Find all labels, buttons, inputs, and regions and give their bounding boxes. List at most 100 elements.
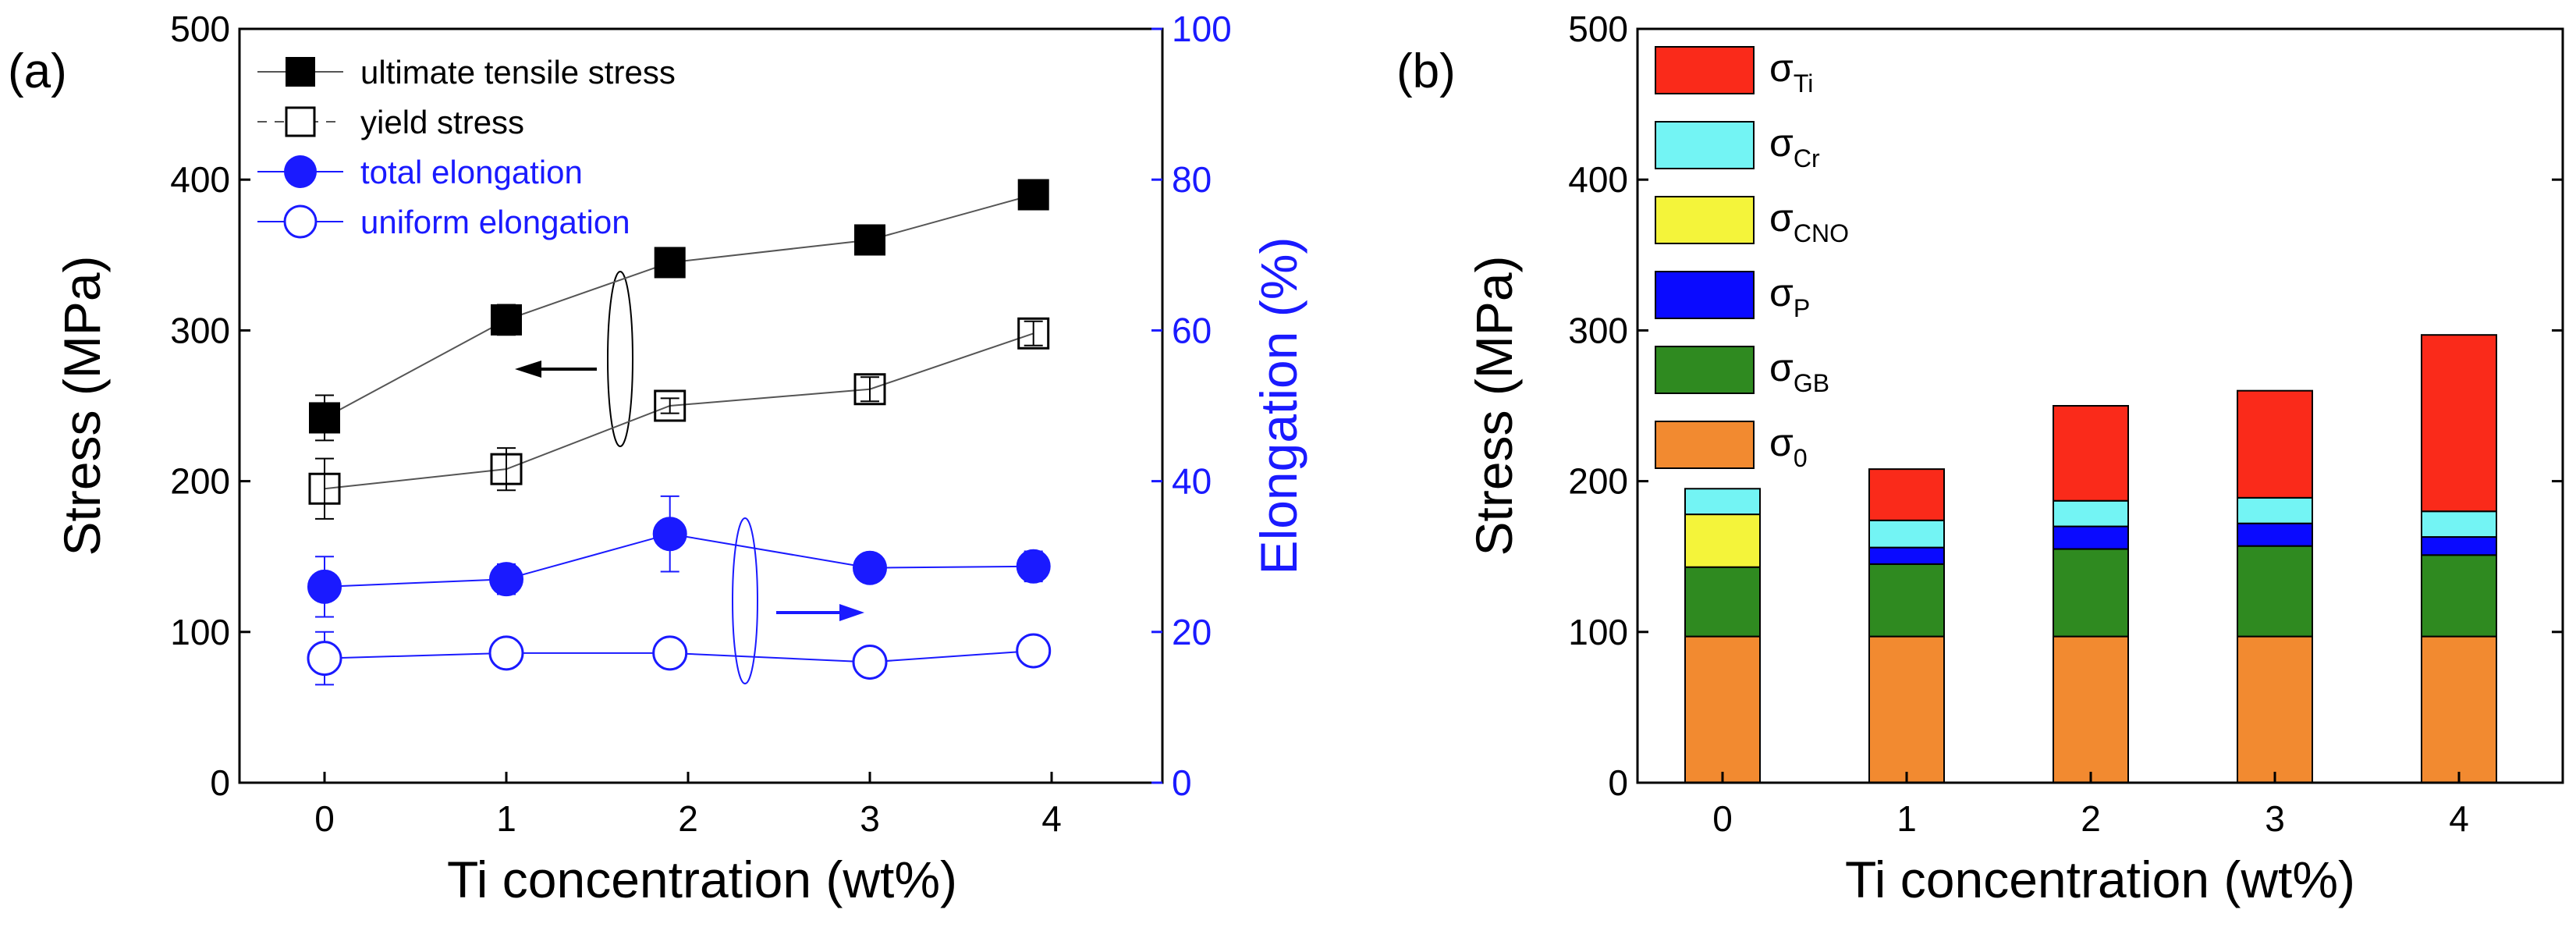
y-tick-label: 0 xyxy=(1608,762,1628,803)
bar-segment-gb xyxy=(2237,545,2313,638)
uniform-elongation-point xyxy=(488,635,524,671)
total-elongation-point xyxy=(489,562,523,597)
bar-segment-cr xyxy=(1684,488,1761,516)
bar-segment-gb xyxy=(2421,554,2497,638)
legend-label-gb: σGB xyxy=(1769,346,1829,397)
y-tick-label-left: 0 xyxy=(210,762,230,803)
legend-subscript: Cr xyxy=(1794,144,1820,172)
panel-a-legend: ultimate tensile stress yield stress total… xyxy=(257,54,676,240)
legend-subscript: P xyxy=(1794,294,1810,322)
panel-a-label: (a) xyxy=(8,44,67,98)
bar-segment-cr xyxy=(2237,496,2313,524)
y-tick-label: 100 xyxy=(1568,612,1628,652)
bar-segment-ti xyxy=(2237,389,2313,499)
bar-segment-0 xyxy=(1868,635,1945,784)
arrow-head-left xyxy=(515,361,541,378)
bar-segment-p xyxy=(2421,536,2497,556)
y-tick-label-right: 40 xyxy=(1172,461,1212,502)
ultimate-tensile-stress-point xyxy=(654,247,686,279)
yield-stress-point xyxy=(853,373,886,406)
x-tick-label: 0 xyxy=(1712,798,1733,839)
legend-marker-ultimate-tensile-stress xyxy=(286,57,315,87)
bar-segment-p xyxy=(2053,525,2129,550)
legend-subscript: CNO xyxy=(1794,219,1849,247)
ultimate-tensile-stress-point xyxy=(1017,179,1049,211)
panel-a-y-axis-title-right: Elongation (%) xyxy=(1250,237,1308,575)
legend-swatch-ti xyxy=(1655,46,1755,94)
legend-sigma-symbol: σ xyxy=(1769,46,1794,90)
legend-label-total-elongation: total elongation xyxy=(360,154,583,190)
y-tick-label-right: 60 xyxy=(1172,310,1212,350)
uniform-elongation-point xyxy=(1016,633,1052,669)
x-tick-label: 1 xyxy=(496,798,516,839)
stress-ellipse-annotation xyxy=(607,271,633,447)
bar-segment-0 xyxy=(2237,635,2313,784)
panel-b-bars xyxy=(1684,334,2497,784)
legend-subscript: GB xyxy=(1794,369,1829,397)
uniform-elongation-point xyxy=(652,635,688,671)
uniform-elongation-point xyxy=(307,641,342,677)
yield-stress-point xyxy=(1017,317,1050,350)
legend-label-cr: σCr xyxy=(1769,121,1820,172)
panel-b-plot-frame xyxy=(1636,27,2564,784)
ultimate-tensile-stress-point xyxy=(491,304,522,336)
panel-b: (b) 0 1 2 3 4 0 100 200 300 400 500 Ti concentrat… xyxy=(1396,9,2564,908)
bar-segment-cr xyxy=(2421,510,2497,538)
legend-label-ti: σTi xyxy=(1769,46,1813,98)
y-tick-label: 300 xyxy=(1568,310,1628,350)
arrow-head-right xyxy=(839,604,864,621)
panel-b-x-axis-title: Ti concentration (wt%) xyxy=(1845,851,2355,908)
x-tick-label: 3 xyxy=(2265,798,2285,839)
y-tick-label-left: 200 xyxy=(170,461,230,502)
legend-label-ultimate-tensile-stress: ultimate tensile stress xyxy=(360,54,676,91)
bar-segment-p xyxy=(2237,522,2313,547)
legend-subscript: 0 xyxy=(1794,444,1808,472)
bar-segment-ti xyxy=(1868,468,1945,521)
bar-segment-ti xyxy=(2421,334,2497,513)
total-elongation-point xyxy=(652,517,687,552)
panel-a-y-axis-title-left: Stress (MPa) xyxy=(53,255,111,556)
panel-a-plot-frame xyxy=(238,27,1164,784)
bar-segment-gb xyxy=(1684,566,1761,638)
x-tick-label: 0 xyxy=(314,798,335,839)
yield-stress-line xyxy=(324,332,1034,490)
bar-segment-ti xyxy=(2053,405,2129,502)
y-tick-label-left: 300 xyxy=(170,310,230,350)
panel-a-y-ticks-left: 0 100 200 300 400 500 xyxy=(170,9,250,803)
total-elongation-point xyxy=(853,550,887,585)
yield-stress-point xyxy=(654,389,687,422)
x-tick-label: 1 xyxy=(1897,798,1917,839)
legend-sigma-symbol: σ xyxy=(1769,121,1794,165)
y-tick-label-right: 80 xyxy=(1172,159,1212,200)
ultimate-tensile-stress-point xyxy=(854,224,885,256)
legend-subscript: Ti xyxy=(1794,69,1813,98)
legend-label-cno: σCNO xyxy=(1769,196,1849,247)
total-elongation-point xyxy=(307,569,342,604)
y-tick-label-left: 500 xyxy=(170,9,230,49)
panel-a-x-axis-title: Ti concentration (wt%) xyxy=(447,851,957,908)
bar-segment-gb xyxy=(1868,563,1945,638)
legend-swatch-cno xyxy=(1655,196,1755,244)
legend-sigma-symbol: σ xyxy=(1769,346,1794,389)
legend-swatch-p xyxy=(1655,271,1755,319)
bar-segment-0 xyxy=(2053,635,2129,784)
bar-segment-cno xyxy=(1684,513,1761,568)
legend-marker-total-elongation xyxy=(284,155,317,188)
y-tick-label-left: 400 xyxy=(170,159,230,200)
bar-segment-p xyxy=(1868,546,1945,565)
uniform-elongation-point xyxy=(852,644,888,680)
legend-swatch-cr xyxy=(1655,121,1755,169)
legend-marker-uniform-elongation xyxy=(283,204,318,239)
legend-sigma-symbol: σ xyxy=(1769,421,1794,464)
y-tick-label-right: 20 xyxy=(1172,612,1212,652)
total-elongation-point xyxy=(1016,549,1051,584)
ultimate-tensile-stress-point xyxy=(309,402,340,434)
bar-segment-0 xyxy=(2421,635,2497,784)
x-tick-label: 2 xyxy=(678,798,698,839)
panel-a-x-ticks: 0 1 2 3 4 xyxy=(314,772,1062,839)
yield-stress-point xyxy=(490,453,523,485)
y-tick-label-left: 100 xyxy=(170,612,230,652)
